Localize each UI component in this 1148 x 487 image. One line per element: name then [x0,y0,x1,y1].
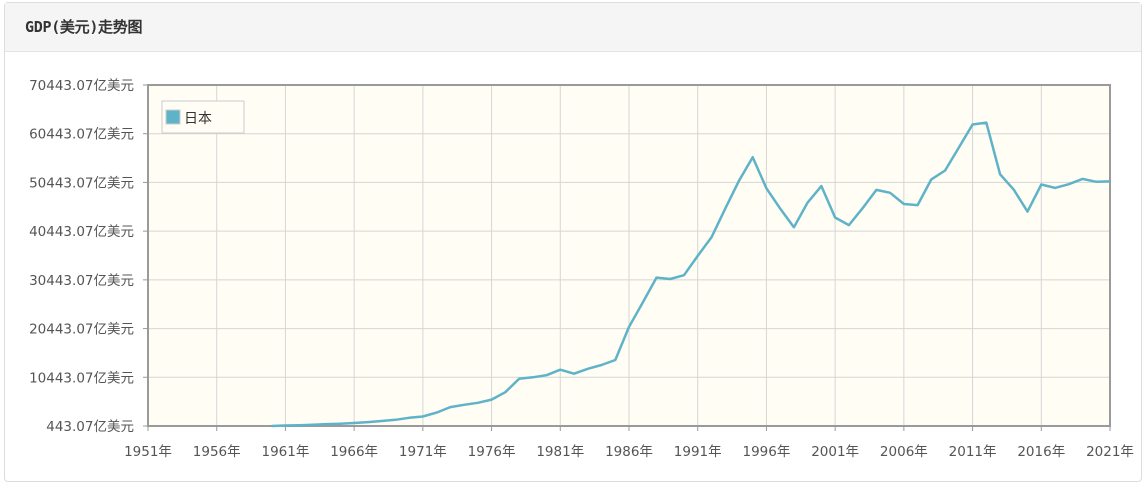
data-point [518,377,520,380]
data-point [999,173,1001,176]
data-point [1026,210,1029,213]
data-point [669,278,672,280]
data-point [916,204,919,206]
data-point [930,178,933,181]
panel-header: GDP(美元)走势图 [5,3,1141,52]
data-point [834,216,836,219]
data-point [298,424,300,426]
series-line [271,121,1111,428]
data-point [325,423,328,425]
x-tick-label: 1981年 [536,444,584,460]
data-point [490,398,493,401]
legend-swatch [165,109,181,125]
chart-title: GDP(美元)走势图 [25,18,143,36]
x-tick-label: 1966年 [330,444,378,460]
x-tick-label: 1976年 [468,444,516,460]
data-point [751,156,754,159]
data-point [284,424,287,427]
y-tick-label: 30443.07亿美元 [29,273,134,289]
data-point [600,364,603,366]
x-tick-label: 2006年 [880,444,928,460]
x-tick-label: 2016年 [1017,444,1065,460]
data-point [312,423,314,426]
data-point [1109,180,1111,183]
data-point [806,201,809,204]
data-point [1040,183,1043,186]
data-point [765,187,768,190]
data-point [985,121,988,124]
y-tick-label: 70443.07亿美元 [29,78,134,94]
data-point [1067,183,1070,185]
data-point [889,192,891,194]
data-point [408,416,410,419]
data-point [532,376,534,379]
data-point [683,274,685,277]
legend-label: 日本 [184,111,212,127]
data-point [696,255,699,257]
data-point [339,422,342,425]
x-tick-label: 1991年 [674,444,722,460]
data-point [903,203,905,205]
data-point [586,367,589,370]
data-point [477,401,479,404]
x-tick-label: 1961年 [261,444,309,460]
x-tick-label: 1951年 [124,444,172,460]
data-point [655,276,658,279]
x-tick-label: 1986年 [605,444,653,460]
x-tick-label: 1971年 [399,444,447,460]
data-point [1081,178,1084,180]
data-point [1054,187,1056,189]
data-point [861,207,864,210]
data-point [820,185,823,187]
data-point [958,146,960,149]
y-tick-label: 10443.07亿美元 [29,370,134,386]
y-tick-label: 20443.07亿美元 [29,322,134,338]
data-point [971,123,974,126]
data-point [710,236,713,239]
data-point [504,391,507,394]
x-tick-label: 2001年 [811,444,859,460]
x-tick-label: 2011年 [949,444,997,460]
data-point [449,406,452,408]
y-tick-label: 60443.07亿美元 [29,127,134,143]
data-point [270,425,273,427]
data-point [641,301,644,304]
data-point [380,420,383,422]
data-point [353,422,355,424]
data-point [422,415,424,418]
data-point [944,169,946,172]
x-tick-label: 1956年 [193,444,241,460]
y-tick-label: 443.07亿美元 [46,419,134,435]
data-point [435,411,438,414]
data-point [1013,188,1015,191]
data-point [724,207,726,210]
data-point [779,207,781,210]
y-tick-label: 40443.07亿美元 [29,224,134,240]
data-point [559,368,562,371]
data-point [848,224,850,226]
data-point [628,326,630,328]
data-point [367,421,369,423]
data-point [875,189,878,191]
data-point [793,226,795,229]
data-point [1095,180,1098,183]
y-tick-label: 50443.07亿美元 [29,175,134,191]
data-point [463,403,465,406]
x-tick-label: 2021年 [1086,444,1134,460]
data-point [614,359,617,361]
x-tick-label: 1996年 [742,444,790,460]
data-point [738,180,740,182]
data-point [545,374,548,377]
data-point [573,372,575,375]
data-point [394,418,397,421]
